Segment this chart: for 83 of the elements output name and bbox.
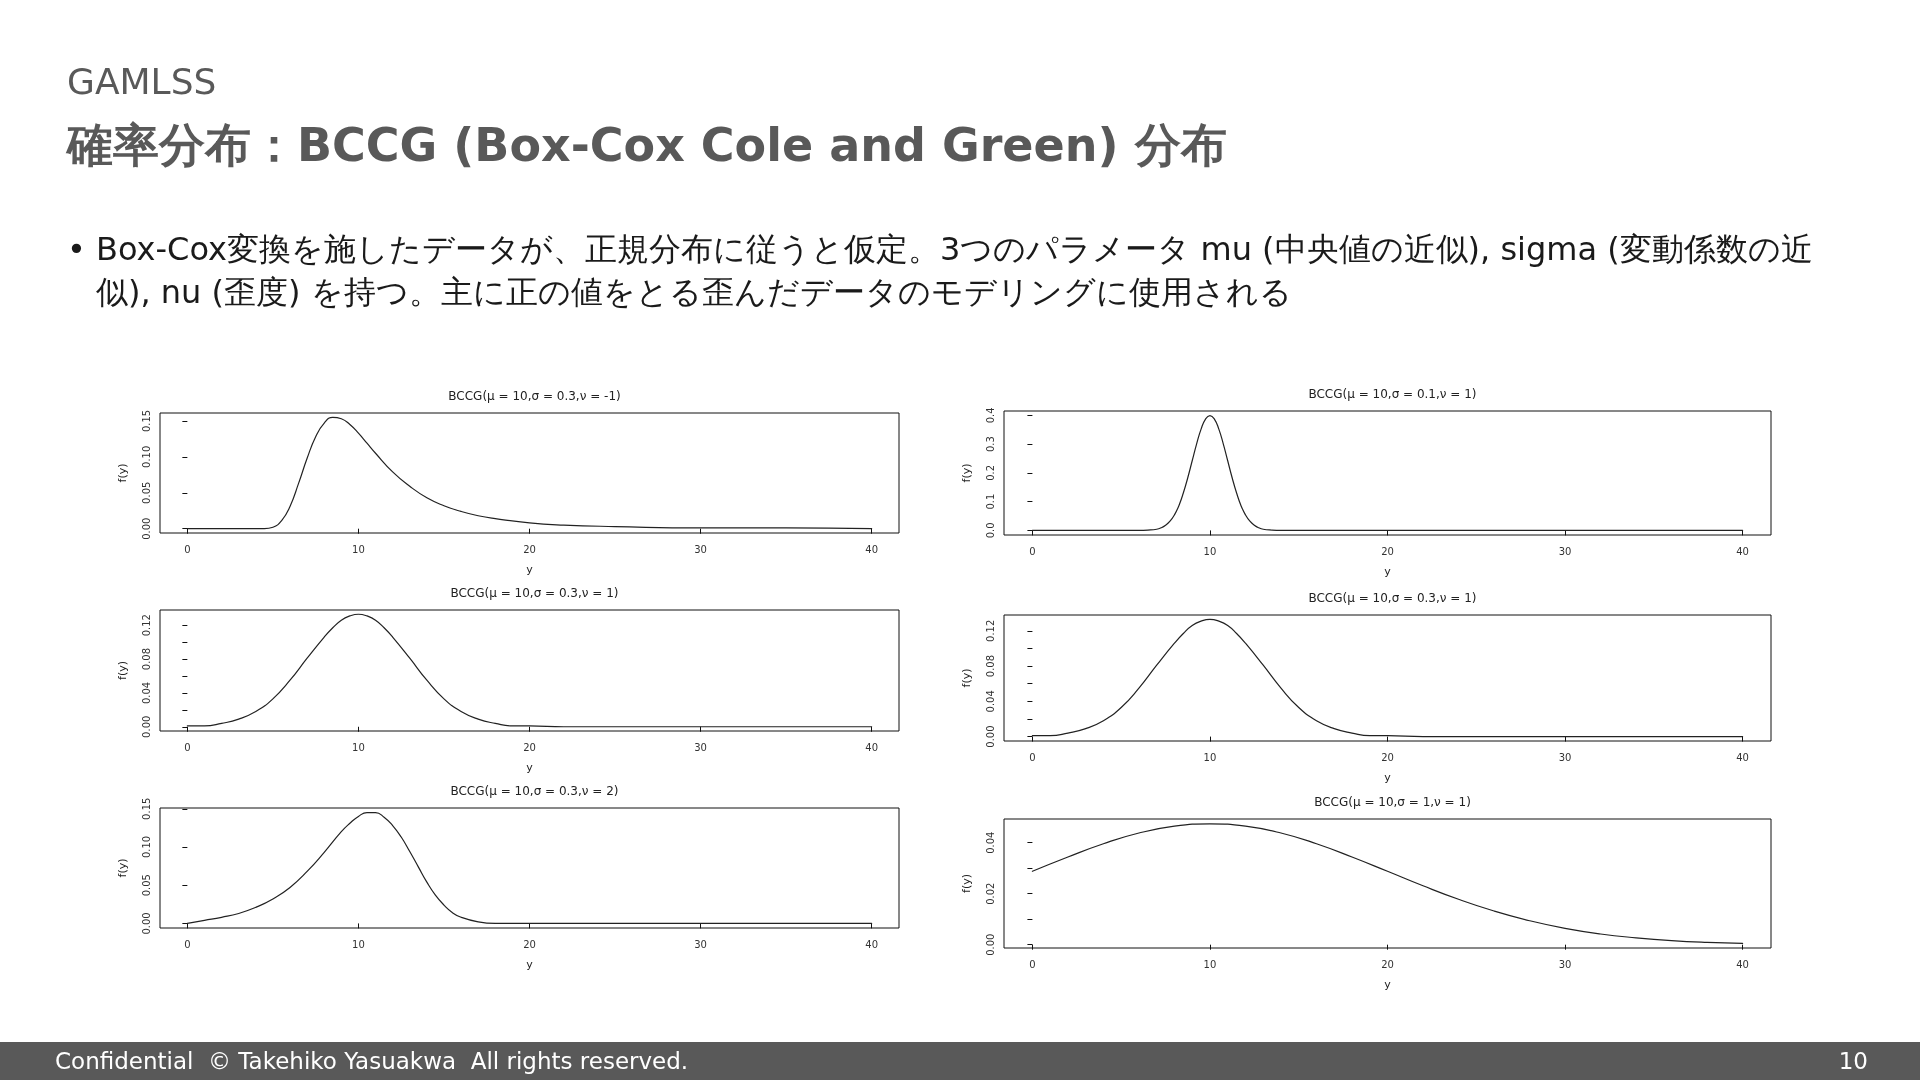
text: GAMLSS (67, 60, 217, 104)
x-tick-label: 0 (1029, 751, 1036, 763)
y-tick-label: 0.15 (140, 409, 152, 433)
x-tick-label: 20 (1381, 545, 1394, 557)
x-tick-label: 30 (1558, 751, 1572, 763)
y-axis-title: f(y) (960, 874, 973, 893)
x-tick-label: 10 (1203, 958, 1217, 970)
x-tick-label: 10 (1203, 545, 1217, 557)
y-tick-label: 0.05 (140, 874, 152, 897)
y-tick-label: 0.04 (984, 831, 996, 854)
x-tick-label: 0 (184, 938, 191, 950)
chart-title: BCCG(μ = 10,σ = 0.3,ν = 1) (1308, 591, 1477, 605)
x-tick-label: 0 (1029, 545, 1036, 557)
x-tick-label: 40 (1736, 545, 1749, 557)
y-tick-label: 0.00 (984, 933, 996, 956)
y-tick-label: 0.04 (984, 690, 996, 713)
y-tick-label: 0.12 (984, 619, 996, 642)
text: 10 (1838, 1048, 1868, 1074)
y-tick-label: 0.00 (140, 517, 152, 540)
x-tick-label: 40 (865, 543, 878, 555)
chart-title: BCCG(μ = 10,σ = 0.3,ν = 2) (450, 784, 619, 798)
y-tick-label: 0.05 (140, 481, 152, 504)
x-tick-label: 40 (1736, 751, 1749, 763)
x-tick-label: 10 (352, 741, 365, 753)
x-axis-title: y (1384, 565, 1392, 578)
chart-title: BCCG(μ = 10,σ = 0.3,ν = -1) (448, 389, 621, 403)
x-axis-title: y (1384, 771, 1392, 784)
y-axis-title: f(y) (116, 858, 129, 878)
y-tick-label: 0.00 (140, 912, 152, 935)
y-tick-label: 0.00 (140, 715, 152, 738)
y-axis-title: f(y) (116, 463, 129, 483)
x-tick-label: 30 (1558, 545, 1572, 557)
y-tick-label: 0.10 (140, 445, 152, 468)
y-axis-title: f(y) (960, 668, 973, 688)
y-tick-label: 0.04 (140, 681, 152, 705)
chart-title: BCCG(μ = 10,σ = 0.3,ν = 1) (450, 586, 619, 600)
x-axis-title: y (1384, 978, 1392, 991)
y-tick-label: 0.0 (984, 522, 996, 539)
x-tick-label: 30 (694, 543, 707, 555)
y-tick-label: 0.3 (984, 436, 996, 453)
y-axis-title: f(y) (960, 463, 973, 483)
y-tick-label: 0.4 (984, 407, 996, 424)
line-series (1031, 415, 1744, 531)
y-tick-label: 0.15 (140, 797, 152, 820)
y-axis-title: f(y) (116, 661, 129, 680)
x-tick-label: 20 (523, 938, 536, 950)
x-tick-label: 20 (1381, 751, 1394, 763)
y-tick-label: 0.08 (140, 647, 152, 671)
x-tick-label: 40 (865, 938, 878, 950)
chart-title: BCCG(μ = 10,σ = 0.1,ν = 1) (1308, 387, 1477, 401)
x-tick-label: 20 (523, 543, 536, 555)
line-series (186, 416, 873, 530)
x-tick-label: 20 (523, 741, 536, 753)
text: Confidential © Takehiko Yasuakwa All rights reserved. (55, 1048, 689, 1074)
line-series (1031, 618, 1744, 738)
x-tick-label: 20 (1381, 958, 1394, 970)
y-tick-label: 0.12 (140, 614, 152, 637)
x-tick-label: 30 (694, 741, 707, 753)
y-tick-label: 0.1 (984, 493, 996, 510)
text: 確率分布：BCCG (Box-Cox Cole and Green) 分布 (67, 117, 1227, 174)
x-axis-title: y (526, 563, 534, 576)
x-tick-label: 40 (1736, 958, 1749, 970)
line-series (186, 811, 873, 925)
y-tick-label: 0.08 (984, 654, 996, 678)
y-tick-label: 0.00 (984, 725, 996, 748)
text: • Box-Cox変換を施したデータが、正規分布に従うと仮定。3つのパラメータ mu (中央値の近似), sigma (変動係数の近似), nu (歪度) を持つ。主に正の値をとる歪んだデータのモデリングに使用される (67, 229, 1814, 313)
x-tick-label: 0 (184, 543, 191, 555)
y-tick-label: 0.02 (984, 882, 996, 905)
x-tick-label: 40 (865, 741, 878, 753)
x-tick-label: 10 (1203, 751, 1217, 763)
line-series (1031, 823, 1744, 945)
x-axis-title: y (526, 761, 534, 774)
x-tick-label: 10 (352, 938, 365, 950)
x-tick-label: 30 (694, 938, 707, 950)
x-tick-label: 10 (352, 543, 365, 555)
x-tick-label: 30 (1558, 958, 1572, 970)
x-axis-title: y (526, 958, 534, 971)
y-tick-label: 0.10 (140, 835, 152, 859)
chart-title: BCCG(μ = 10,σ = 1,ν = 1) (1314, 795, 1471, 809)
line-series (186, 613, 873, 728)
y-tick-label: 0.2 (984, 464, 996, 481)
x-tick-label: 0 (184, 741, 191, 753)
x-tick-label: 0 (1029, 958, 1036, 970)
